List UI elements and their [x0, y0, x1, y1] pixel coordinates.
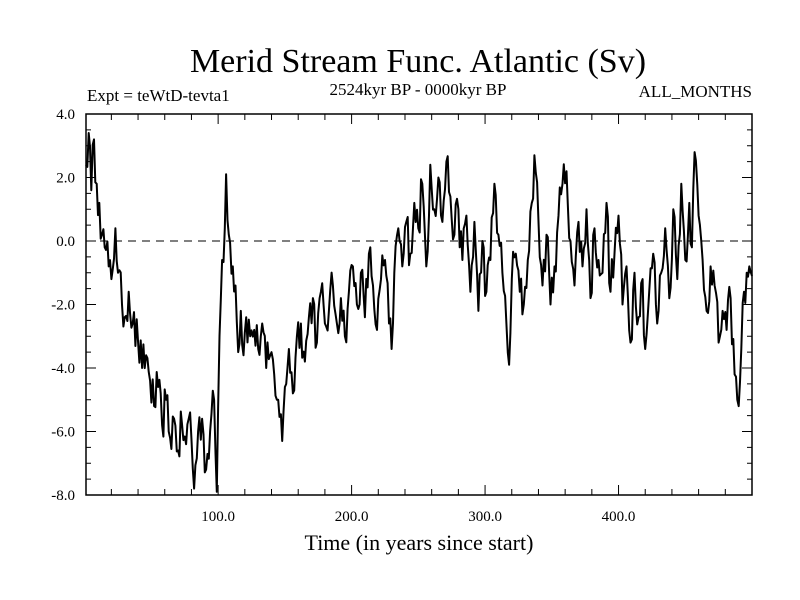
chart-subtitle: 2524kyr BP - 0000kyr BP [330, 80, 507, 99]
y-tick-label: 2.0 [56, 171, 75, 187]
y-tick-label: 4.0 [56, 107, 75, 123]
y-tick-label: -4.0 [51, 361, 75, 377]
series-line-atlantic-moc [85, 132, 753, 493]
y-tick-label: -6.0 [51, 425, 75, 441]
experiment-label: Expt = teWtD-tevta1 [87, 86, 230, 105]
y-tick-label: -8.0 [51, 488, 75, 504]
y-axis-ticks: -8.0 -6.0 -4.0 -2.0 0.0 2.0 4.0 [51, 107, 752, 504]
x-tick-label: 300.0 [468, 509, 502, 525]
x-tick-label: 400.0 [602, 509, 636, 525]
x-tick-label: 100.0 [201, 509, 235, 525]
y-tick-label: 0.0 [56, 234, 75, 250]
y-tick-label: -2.0 [51, 298, 75, 314]
chart-title: Merid Stream Func. Atlantic (Sv) [190, 43, 646, 80]
x-tick-label: 200.0 [335, 509, 369, 525]
months-label: ALL_MONTHS [639, 82, 752, 101]
x-axis-label: Time (in years since start) [305, 530, 534, 555]
x-axis-ticks: 100.0 200.0 300.0 400.0 [110, 114, 726, 525]
